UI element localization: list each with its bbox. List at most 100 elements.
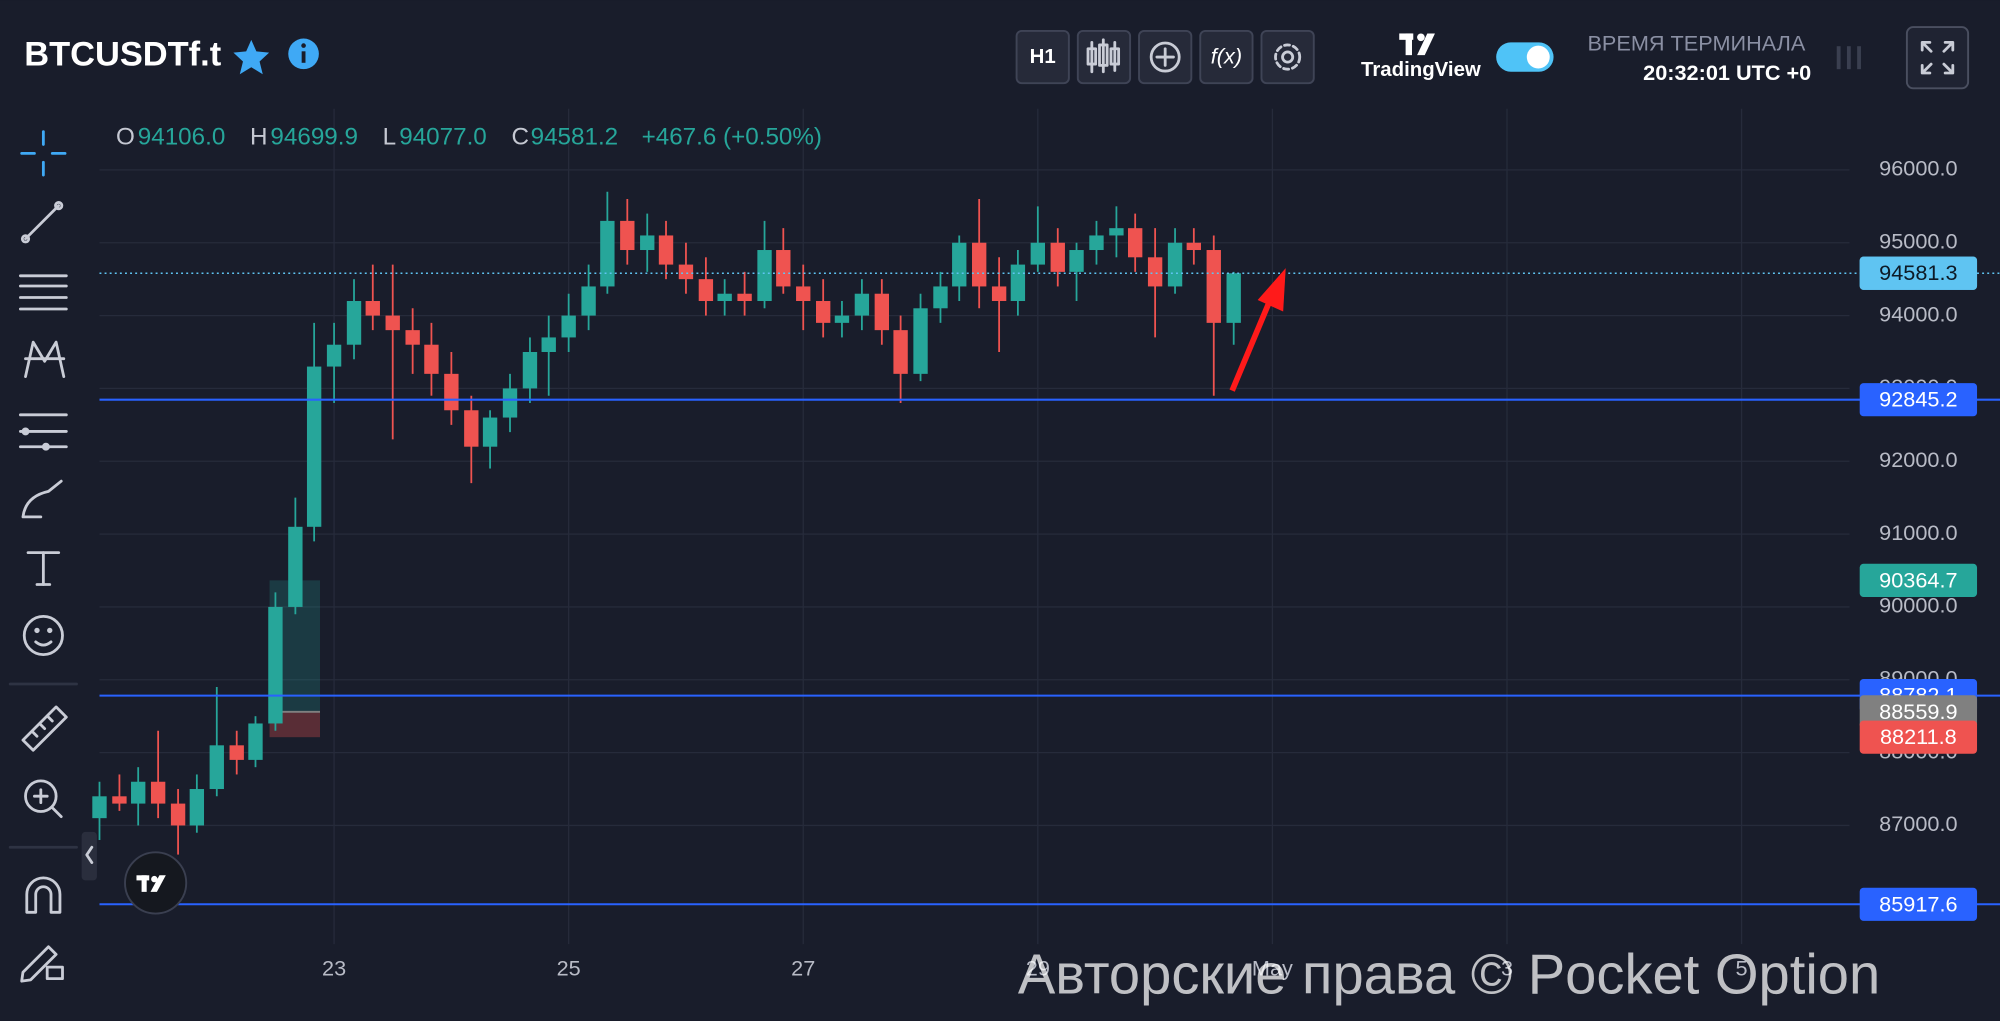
- magnet-tool[interactable]: [25, 876, 62, 914]
- y-tick-label: 92000.0: [1879, 447, 1957, 472]
- annotation-arrow: [1229, 295, 1275, 392]
- legend-label: C: [511, 123, 529, 150]
- take-profit-badge-label: 90364.7: [1879, 567, 1957, 592]
- candle-body: [189, 789, 205, 826]
- trend-line-tool[interactable]: [20, 201, 64, 244]
- candle-body: [248, 723, 263, 760]
- candle-body: [112, 796, 127, 804]
- grid: [99, 108, 1850, 945]
- text-tool[interactable]: [26, 551, 61, 586]
- candle-body: [600, 220, 615, 287]
- x-tick-label: 23: [322, 955, 346, 980]
- watermark: Авторские права © Pocket Option: [1018, 942, 1880, 1005]
- crosshair-tool[interactable]: [20, 130, 67, 177]
- candle-body: [1226, 273, 1241, 323]
- candle-body: [1128, 228, 1143, 258]
- legend-value: 94077.0: [399, 123, 487, 150]
- candle-body: [796, 286, 811, 302]
- candle-body: [482, 417, 498, 447]
- candle-body: [405, 330, 420, 345]
- entry-badge-label: 88559.9: [1879, 699, 1957, 724]
- legend-label: O: [116, 123, 135, 150]
- collapse-icon: [85, 845, 94, 864]
- x-tick-label: 27: [791, 955, 815, 980]
- level-badge-label: 92845.2: [1879, 387, 1957, 412]
- candle-body: [991, 286, 1007, 302]
- x-tick-label: 3: [1501, 955, 1513, 980]
- brand: TradingView: [1361, 59, 1481, 81]
- favorite-star[interactable]: [233, 39, 270, 75]
- candle-body: [1147, 257, 1163, 287]
- indicators-button[interactable]: [1199, 29, 1254, 85]
- candle-body: [1010, 264, 1026, 302]
- candle-body: [757, 250, 772, 302]
- price-badges: 92845.288782.185917.694581.294581.390364…: [1859, 256, 1978, 921]
- entry-badge: [1859, 695, 1978, 729]
- annotation-arrowhead: [1257, 268, 1286, 312]
- indicators: f(x): [1211, 43, 1242, 68]
- candle-body: [581, 286, 596, 316]
- candle-body: [834, 315, 850, 323]
- candle-body: [1050, 242, 1065, 272]
- legend-value: 94106.0: [138, 123, 226, 150]
- zoom-tool[interactable]: [24, 779, 63, 819]
- candle-body: [268, 606, 283, 724]
- candle-body: [541, 337, 556, 352]
- stop-loss-badge: [1859, 720, 1978, 754]
- candle-body: [893, 330, 908, 374]
- candle-body: [502, 388, 518, 418]
- info-glyph: [301, 43, 306, 48]
- y-tick-label: 91000.0: [1879, 520, 1957, 545]
- candle-body: [1089, 235, 1104, 251]
- take-profit-badge: [1859, 563, 1978, 597]
- level-badge: [1859, 887, 1978, 921]
- emoji-tool[interactable]: [22, 614, 64, 657]
- symbol[interactable]: BTCUSDTf.t: [24, 36, 221, 74]
- fullscreen-icon: [1920, 40, 1955, 75]
- fullscreen-button[interactable]: [1905, 26, 1970, 90]
- candle-body: [952, 242, 967, 287]
- candle-body: [913, 308, 928, 374]
- candle-body: [170, 803, 186, 826]
- candle-body: [816, 301, 831, 323]
- stop-loss-badge-label: 88211.8: [1880, 724, 1957, 749]
- collapse-tab[interactable]: [81, 831, 97, 881]
- x-tick-label: 25: [557, 955, 581, 980]
- price-badge-label: 94581.3: [1879, 260, 1957, 285]
- forecast-tool[interactable]: [19, 413, 68, 451]
- candle-body: [288, 526, 303, 607]
- candle-body: [346, 301, 362, 345]
- info-glyph: [301, 51, 306, 63]
- legend-change: +467.6 (+0.50%): [642, 123, 822, 150]
- candle-body: [229, 745, 244, 760]
- brush-tool[interactable]: [21, 479, 63, 519]
- candle-body: [1030, 242, 1046, 265]
- left-toolbar: [8, 130, 78, 983]
- tradingview-logo: [1399, 33, 1435, 56]
- gear-icon: [1274, 43, 1302, 71]
- ruler-tool[interactable]: [21, 705, 68, 752]
- y-tick-label: 87000.0: [1879, 811, 1957, 836]
- y-tick-label: 96000.0: [1879, 156, 1957, 181]
- candle-body: [776, 250, 791, 287]
- fib-tool[interactable]: [19, 274, 68, 311]
- x-tick-label: 5: [1736, 955, 1748, 980]
- candle-body: [1167, 242, 1183, 287]
- candle-body: [522, 351, 538, 389]
- timeframe-button[interactable]: [1015, 29, 1070, 85]
- x-tick-label: 29: [1026, 955, 1050, 980]
- legend-label: H: [250, 123, 268, 150]
- candle-body: [444, 373, 459, 411]
- settings-button[interactable]: [1260, 29, 1315, 85]
- legend-value: 94699.9: [270, 123, 358, 150]
- candle-body: [1206, 250, 1221, 323]
- pattern-tool[interactable]: [24, 340, 66, 378]
- handle: [1836, 46, 1861, 70]
- candle-body: [933, 286, 948, 309]
- candle-body: [365, 301, 380, 316]
- candle-body: [464, 410, 479, 447]
- candle-body: [326, 344, 342, 367]
- lock-tool[interactable]: [20, 945, 64, 983]
